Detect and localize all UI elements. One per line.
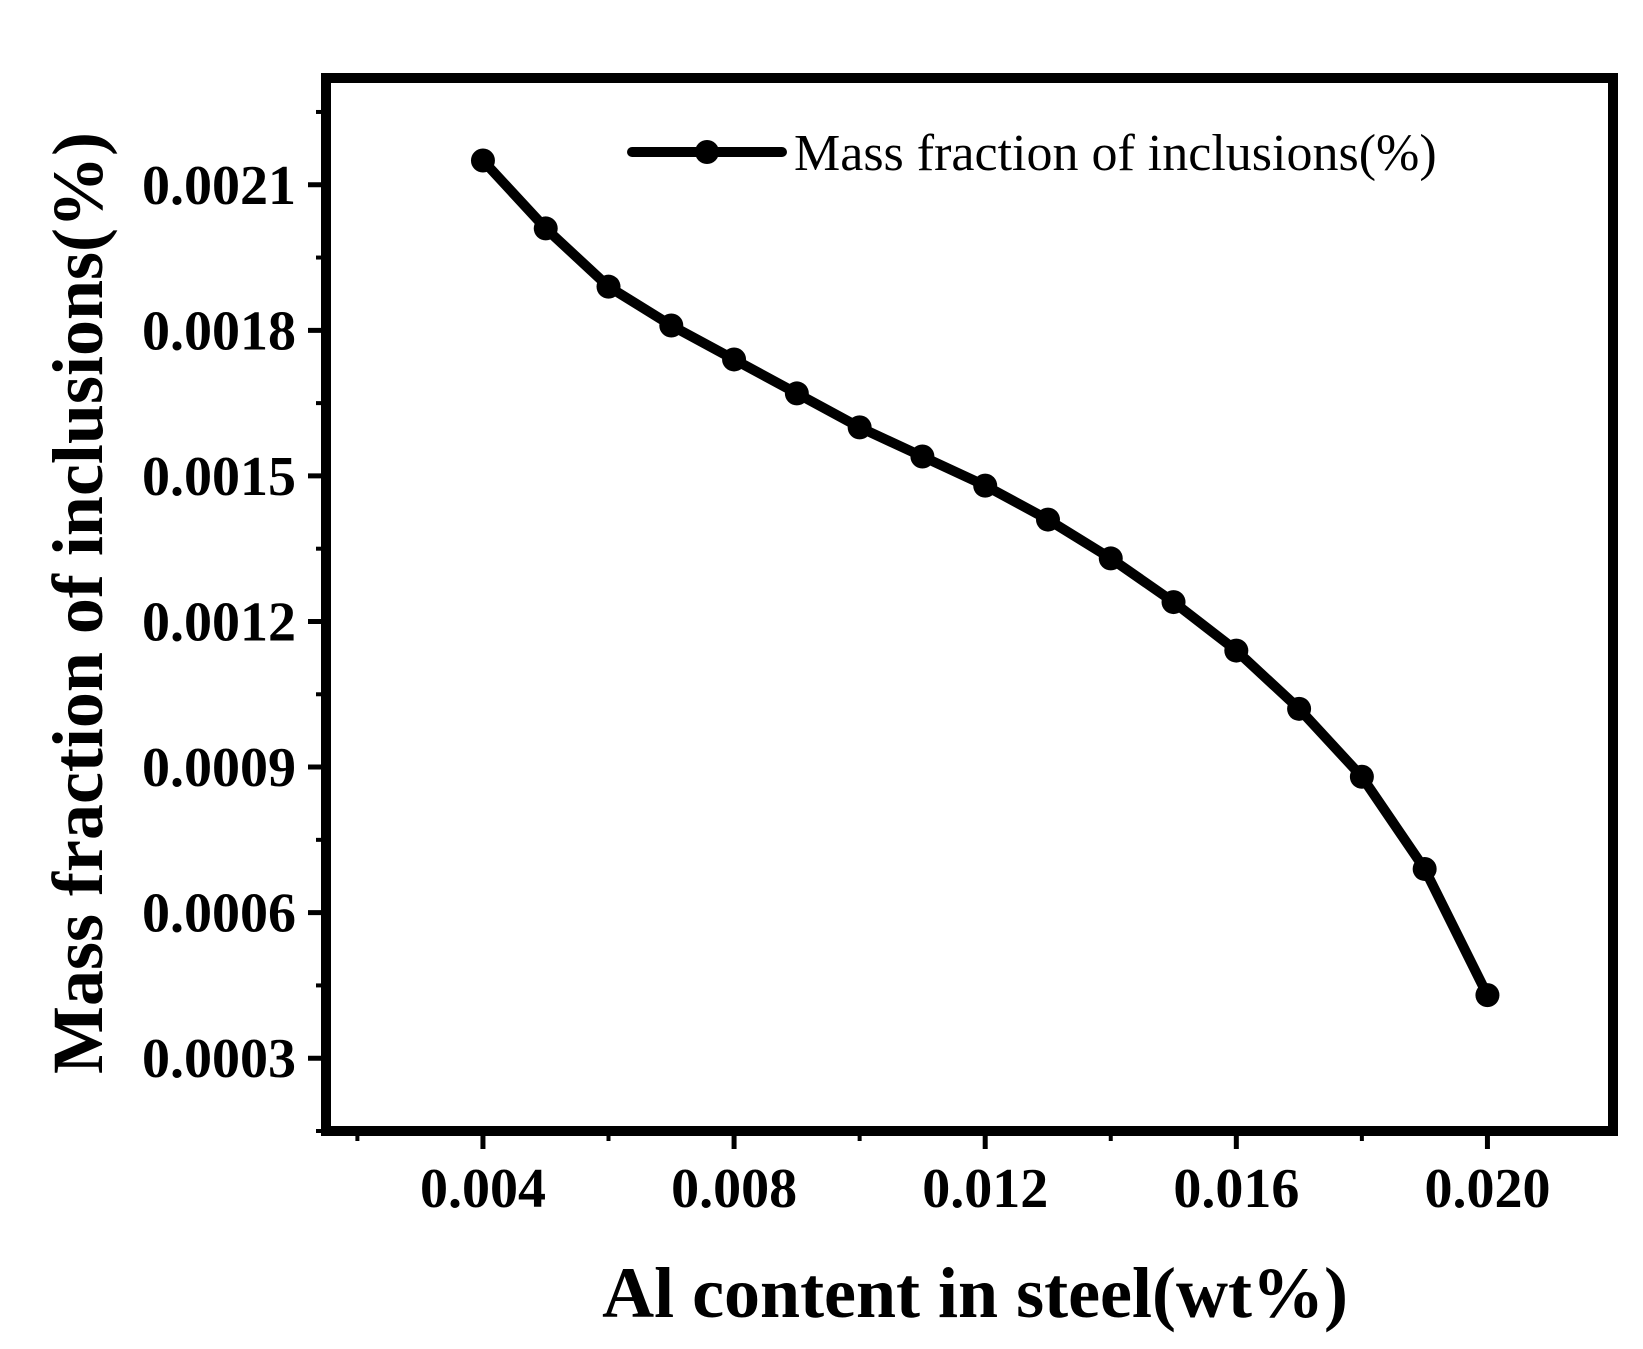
axes: 0.004 0.008 0.012 0.016 0.020 0.0003 0.0006 0.0…: [142, 73, 1618, 1220]
y-tick-label: 0.0018: [142, 300, 296, 362]
y-axis-title: Mass fraction of inclusions(%): [38, 132, 118, 1074]
y-tick-label: 0.0015: [142, 446, 296, 508]
data-point: [596, 274, 621, 299]
y-tick-label: 0.0006: [142, 883, 296, 945]
data-point: [533, 216, 558, 241]
y-tick-label: 0.0009: [142, 737, 296, 799]
data-point: [659, 313, 684, 338]
x-tick-label: 0.020: [1424, 1158, 1550, 1220]
data-point: [847, 415, 872, 440]
x-tick-label: 0.012: [922, 1158, 1048, 1220]
data-point: [973, 473, 998, 498]
data-point: [1349, 764, 1374, 789]
data-point: [1224, 638, 1249, 663]
x-axis-title: Al content in steel(wt%): [602, 1253, 1348, 1333]
legend: Mass fraction of inclusions(%): [627, 125, 1437, 182]
series-layer: [470, 148, 1500, 1008]
plot-frame: [321, 73, 1618, 1136]
legend-marker-sample: [695, 140, 719, 164]
x-tick-label: 0.016: [1173, 1158, 1299, 1220]
data-point: [1287, 696, 1312, 721]
y-tick-label: 0.0021: [142, 155, 296, 217]
data-point: [1161, 590, 1186, 615]
data-point: [910, 444, 935, 469]
data-point: [784, 381, 809, 406]
x-tick-label: 0.008: [671, 1158, 797, 1220]
data-point: [1035, 507, 1060, 532]
series-line: [477, 155, 1493, 1001]
data-point: [722, 347, 747, 372]
data-point: [1098, 546, 1123, 571]
data-point: [1412, 856, 1437, 881]
data-point: [470, 148, 495, 173]
x-tick-label: 0.004: [420, 1158, 546, 1220]
y-tick-label: 0.0003: [142, 1028, 296, 1090]
data-point: [1475, 983, 1500, 1008]
legend-label: Mass fraction of inclusions(%): [794, 125, 1437, 182]
y-tick-label: 0.0012: [142, 591, 296, 653]
